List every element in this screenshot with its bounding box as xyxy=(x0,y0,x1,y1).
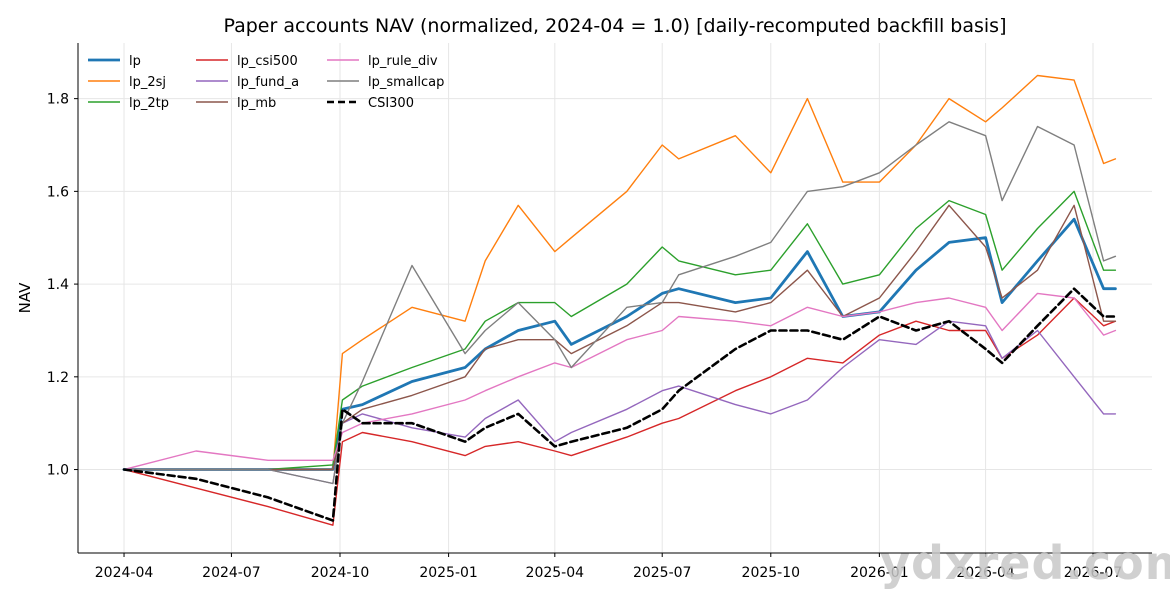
series-line-lp-fund-a xyxy=(123,320,1117,485)
series-line-csi300 xyxy=(122,287,1117,522)
legend-label: lp_rule_div xyxy=(368,54,438,69)
x-tick-label: 2026-01 xyxy=(850,565,909,581)
series-line-lp-rule-div xyxy=(123,292,1117,471)
x-tick-label: 2024-07 xyxy=(202,565,261,581)
x-tick-label: 2025-10 xyxy=(742,565,801,581)
x-tick-label: 2024-04 xyxy=(95,565,154,581)
legend-label: lp_smallcap xyxy=(368,75,444,90)
watermark-text: ydxred.com xyxy=(880,536,1170,590)
x-tick-label: 2025-07 xyxy=(633,565,692,581)
plot-area xyxy=(122,74,1117,526)
y-tick-label: 1.8 xyxy=(47,92,69,108)
y-tick-label: 1.0 xyxy=(47,463,69,479)
series-line-lp xyxy=(122,217,1117,471)
legend-label: lp_2tp xyxy=(129,96,169,111)
legend-label: lp xyxy=(129,54,141,69)
x-tick-label: 2026-07 xyxy=(1064,565,1123,581)
series-line-lp-2tp xyxy=(123,190,1117,471)
tick-labels: 1.0 1.2 1.4 1.6 1.8 2024-04 2024-07 2024-10 2025… xyxy=(47,92,1123,581)
x-tick-label: 2026-04 xyxy=(956,565,1015,581)
y-tick-label: 1.6 xyxy=(47,184,69,200)
chart-title: Paper accounts NAV (normalized, 2024-04 … xyxy=(224,15,1007,37)
series-line-lp-2sj xyxy=(123,74,1117,471)
y-axis-label: NAV xyxy=(16,282,34,314)
x-tick-label: 2025-04 xyxy=(526,565,585,581)
legend-label: lp_csi500 xyxy=(237,54,298,69)
y-tick-label: 1.2 xyxy=(47,370,69,386)
legend-label: lp_fund_a xyxy=(237,75,299,90)
series-line-lp-smallcap xyxy=(123,121,1117,485)
legend-label: lp_mb xyxy=(237,96,276,111)
x-tick-label: 2025-01 xyxy=(419,565,478,581)
series-line-lp-csi500 xyxy=(123,297,1117,526)
legend-label: CSI300 xyxy=(368,96,414,111)
axes xyxy=(77,43,1152,554)
y-tick-label: 1.4 xyxy=(47,277,69,293)
legend: lp lp_2sj lp_2tp lp_csi500 lp_fund_a lp_mb lp_… xyxy=(88,54,444,111)
legend-label: lp_2sj xyxy=(129,75,166,90)
x-tick-label: 2024-10 xyxy=(311,565,370,581)
series-line-lp-mb xyxy=(123,204,1117,471)
